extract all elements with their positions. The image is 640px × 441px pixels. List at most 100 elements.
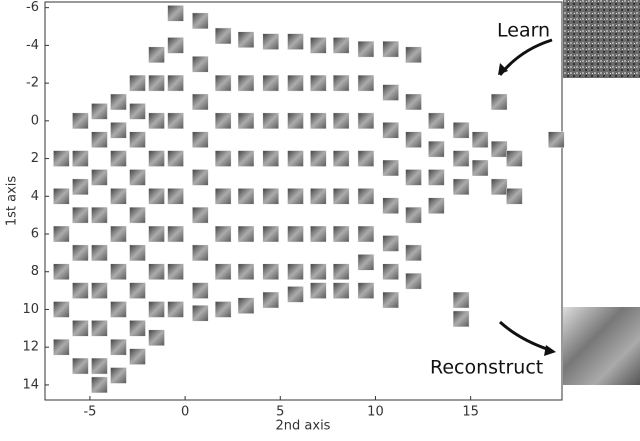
patch-shade — [237, 150, 255, 167]
patch — [129, 282, 146, 299]
patch-shade — [287, 263, 304, 281]
patch-shade — [167, 187, 184, 205]
patch — [110, 187, 127, 205]
patch-shade — [110, 225, 127, 243]
patch — [382, 84, 399, 101]
patch — [506, 187, 523, 205]
patch — [53, 338, 70, 356]
patch — [167, 301, 184, 318]
patch — [167, 74, 184, 92]
patch-shade — [262, 112, 280, 130]
patch — [405, 272, 422, 290]
patch-shade — [506, 187, 523, 205]
patch — [310, 74, 327, 92]
patch — [357, 187, 375, 205]
patch-shade — [72, 178, 89, 196]
patch — [72, 244, 89, 262]
patch — [490, 140, 508, 158]
patch — [287, 33, 304, 50]
patch — [129, 131, 146, 148]
patch — [148, 112, 165, 130]
patch-shade — [405, 93, 422, 111]
patch-shade — [72, 150, 89, 167]
patch — [287, 286, 304, 303]
patch — [382, 197, 399, 215]
patch — [357, 282, 375, 299]
patch — [332, 150, 350, 167]
patch-shade — [428, 112, 445, 130]
patch — [428, 197, 445, 215]
patch — [262, 291, 280, 309]
learn-image — [563, 0, 640, 78]
x-tick-label: -5 — [83, 405, 96, 420]
patch — [192, 12, 209, 30]
patch-shade — [91, 103, 108, 120]
patch-shade — [167, 5, 184, 22]
patch-shade — [428, 140, 445, 158]
patch-shade — [148, 329, 165, 347]
patch-shade — [129, 103, 146, 120]
patch-shade — [237, 74, 255, 92]
patch — [214, 27, 232, 45]
patch — [129, 244, 146, 262]
patch — [129, 103, 146, 120]
patch — [110, 367, 127, 384]
patch-shade — [357, 112, 375, 130]
patch — [72, 178, 89, 196]
patch-shade — [167, 37, 184, 54]
patch — [357, 40, 375, 58]
patch — [405, 244, 422, 262]
reconstruct-arrowhead — [544, 345, 556, 356]
patch-shade — [192, 169, 209, 186]
patch-shade — [310, 187, 327, 205]
patch-shade — [262, 33, 280, 50]
patch-shade — [490, 93, 508, 111]
y-tick-label: -2 — [26, 76, 39, 91]
patch-shade — [91, 169, 108, 186]
patch-shade — [192, 55, 209, 73]
patch — [72, 206, 89, 224]
patch — [262, 150, 280, 167]
patch-shade — [310, 112, 327, 130]
patch-shade — [357, 254, 375, 271]
patch — [262, 33, 280, 50]
patch-shade — [382, 84, 399, 101]
patch — [91, 320, 108, 337]
patch-shade — [148, 263, 165, 281]
patch — [53, 301, 70, 318]
patch — [192, 55, 209, 73]
patch-shade — [167, 301, 184, 318]
patch — [237, 150, 255, 167]
patch-shade — [382, 40, 399, 58]
patch-shade — [237, 112, 255, 130]
patch — [167, 187, 184, 205]
learn-label: Learn — [497, 20, 550, 42]
patch-shade — [287, 225, 304, 243]
patch — [237, 112, 255, 130]
patch — [148, 46, 165, 64]
patch — [310, 112, 327, 130]
patch — [53, 187, 70, 205]
learn-arrowhead — [498, 63, 508, 75]
patch-shade — [148, 112, 165, 130]
patch-shade — [53, 338, 70, 356]
patch — [262, 74, 280, 92]
patch-shade — [287, 33, 304, 50]
patch — [167, 5, 184, 22]
patch — [148, 329, 165, 347]
patch — [167, 112, 184, 130]
patch — [237, 187, 255, 205]
patch — [405, 206, 422, 224]
patch — [53, 263, 70, 281]
patch — [110, 225, 127, 243]
patch-shade — [129, 320, 146, 337]
patch-shade — [167, 112, 184, 130]
patch-shade — [214, 263, 232, 281]
patch-shade — [310, 225, 327, 243]
patch — [237, 263, 255, 281]
patch-shade — [237, 263, 255, 281]
y-tick-label: 8 — [31, 264, 39, 279]
patch-shade — [382, 197, 399, 215]
patch — [214, 74, 232, 92]
